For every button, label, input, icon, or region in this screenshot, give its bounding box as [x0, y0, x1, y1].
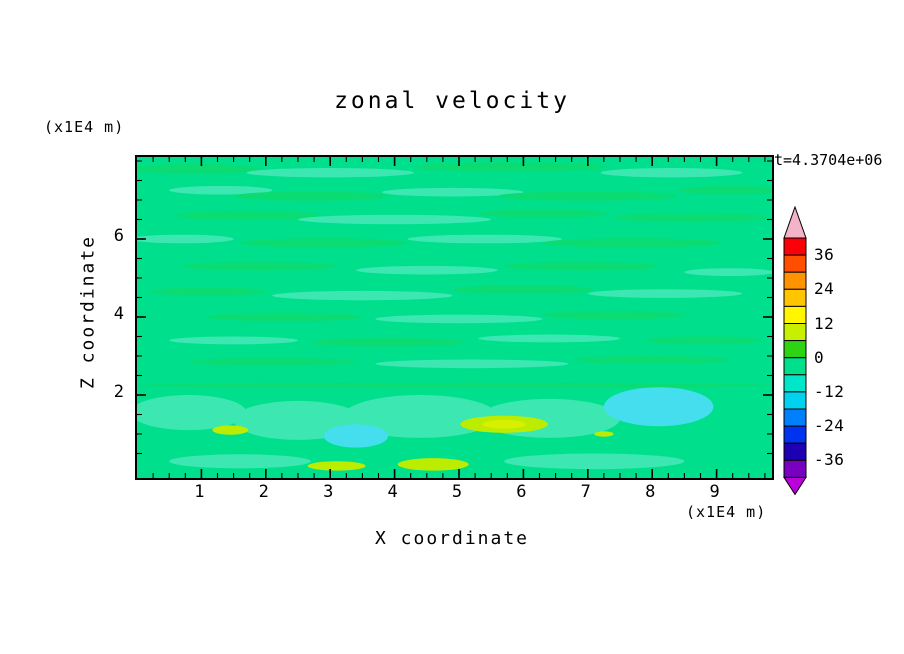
colorbar-tick-label: -12 [814, 381, 845, 401]
contour-band-12_18 [482, 419, 526, 429]
x-tick-label: 1 [194, 482, 205, 502]
contour-band--12_-6 [246, 168, 414, 178]
y-tick-label: 6 [113, 226, 124, 246]
contour-band-0_6 [137, 382, 772, 388]
contour-band-0_6 [137, 163, 260, 174]
contour-band-6_12 [594, 431, 614, 437]
contour-band-0_6 [175, 210, 318, 221]
contour-band--12_-6 [272, 290, 453, 301]
colorbar-segment [783, 442, 807, 461]
contour-band-0_6 [182, 262, 337, 271]
contour-band-0_6 [574, 356, 730, 364]
contour-band-6_12 [212, 425, 249, 435]
contour-band-0_6 [613, 212, 769, 223]
colorbar-segment [783, 323, 807, 342]
contour-band--12_-6 [478, 334, 620, 343]
colorbar-segment [783, 391, 807, 410]
x-tick-label: 4 [387, 482, 398, 502]
contour-band--12_-6 [355, 265, 498, 275]
contour-band-6_12 [397, 458, 469, 471]
contour-band-0_6 [413, 162, 608, 172]
colorbar-segment [783, 288, 807, 307]
colorbar-arrow-below [783, 476, 807, 496]
contour-band--12_-6 [587, 289, 743, 298]
contour-band--12_-6 [137, 395, 247, 431]
x-tick-label: 6 [516, 482, 527, 502]
colorbar [783, 206, 807, 496]
colorbar-tick-label: -36 [814, 450, 845, 470]
colorbar-tick-label: 12 [814, 313, 835, 333]
colorbar-segment [783, 237, 807, 256]
colorbar-segment [783, 271, 807, 290]
contour-band-0_6 [233, 191, 389, 201]
contour-band--12_-6 [381, 187, 524, 197]
contour-band--12_-6 [169, 185, 273, 195]
contour-band-0_6 [645, 336, 762, 345]
contour-band--12_-6 [407, 234, 563, 244]
contour-band-6_12 [307, 461, 366, 471]
y-axis-unit-label: (x1E4 m) [44, 118, 125, 136]
contour-field [137, 157, 772, 478]
colorbar-arrow-above [783, 206, 807, 239]
contour-band--12_-6 [298, 214, 492, 225]
contour-band-0_6 [207, 312, 363, 322]
contour-band--12_-6 [137, 234, 234, 244]
contour-band--12_-6 [169, 454, 311, 469]
x-axis-unit-label: (x1E4 m) [686, 503, 767, 521]
contour-band-0_6 [542, 238, 724, 248]
colorbar-segment [783, 459, 807, 478]
contour-band-0_6 [478, 209, 608, 218]
colorbar-segment [783, 254, 807, 273]
contour-band-0_6 [677, 185, 772, 195]
contour-band-0_6 [452, 285, 595, 294]
x-tick-label: 5 [451, 482, 463, 502]
contour-band--18_-12 [323, 424, 389, 448]
contour-band--18_-12 [603, 387, 714, 427]
x-tick-label: 8 [645, 482, 656, 502]
contour-band-0_6 [149, 287, 266, 296]
contour-band--12_-6 [375, 314, 543, 324]
x-axis-title: X coordinate [374, 528, 530, 549]
time-annotation: t=4.3704e+06 [774, 151, 883, 169]
colorbar-segment [783, 305, 807, 325]
plot-title: zonal velocity [334, 88, 570, 114]
contour-band--12_-6 [343, 395, 498, 438]
contour-band-0_6 [504, 262, 659, 271]
contour-plot-area [135, 155, 774, 480]
contour-band-0_6 [542, 310, 685, 320]
y-tick-label: 2 [113, 382, 124, 402]
colorbar-segment [783, 357, 807, 376]
colorbar-tick-label: 24 [814, 279, 835, 299]
colorbar-tick-label: -24 [814, 416, 845, 436]
contour-band--12_-6 [684, 268, 772, 277]
contour-band--12_-6 [600, 168, 743, 178]
y-tick-label: 4 [113, 304, 124, 324]
contour-band-0_6 [310, 338, 466, 347]
contour-band-0_6 [188, 357, 356, 366]
contour-band--12_-6 [504, 453, 685, 470]
x-tick-label: 2 [258, 482, 269, 502]
colorbar-segment [783, 340, 807, 359]
colorbar-segment [783, 408, 807, 427]
colorbar-tick-label: 36 [814, 245, 835, 265]
x-tick-label: 9 [709, 482, 720, 502]
contour-band-0_6 [240, 238, 408, 248]
contour-band--12_-6 [375, 359, 569, 369]
contour-band-0_6 [497, 191, 678, 201]
x-tick-label: 7 [580, 482, 591, 502]
x-tick-label: 3 [323, 482, 334, 502]
colorbar-segment [783, 425, 807, 444]
contour-band--12_-6 [169, 336, 298, 345]
colorbar-tick-label: 0 [814, 347, 825, 367]
colorbar-segment [783, 374, 807, 393]
